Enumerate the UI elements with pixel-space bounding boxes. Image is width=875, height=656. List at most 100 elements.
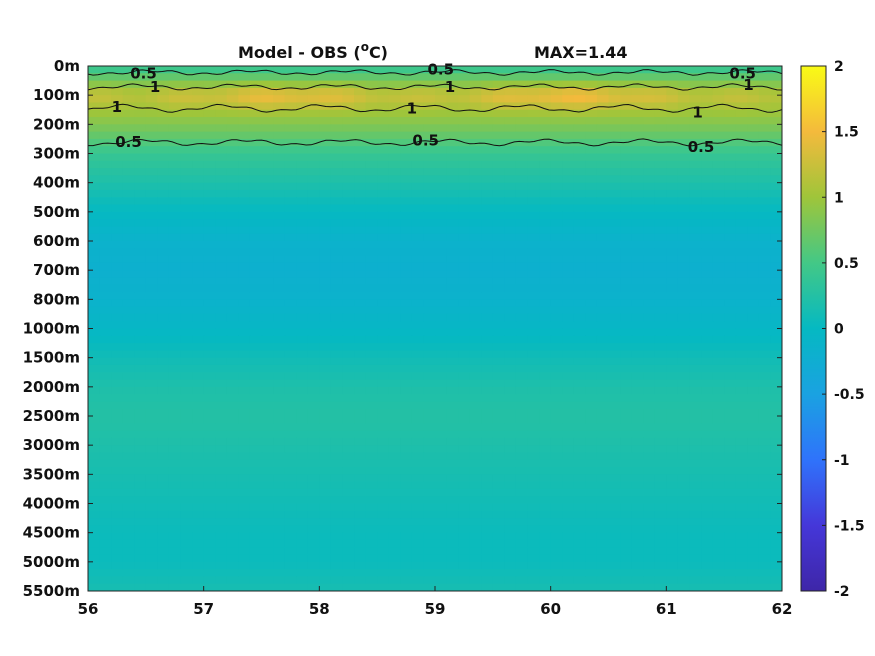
heatmap-cell (342, 197, 355, 206)
heatmap-cell (735, 430, 748, 439)
heatmap-cell (365, 350, 378, 359)
heatmap-cell (342, 357, 355, 366)
heatmap-cell (88, 357, 101, 366)
heatmap-cell (701, 204, 714, 213)
heatmap-cell (192, 547, 205, 556)
heatmap-cell (724, 204, 737, 213)
heatmap-cell (504, 459, 517, 468)
heatmap-cell (192, 539, 205, 548)
heatmap-cell (284, 73, 297, 82)
heatmap-cell (261, 547, 274, 556)
heatmap-cell (504, 408, 517, 417)
heatmap-cell (330, 467, 344, 475)
heatmap-cell (758, 547, 772, 556)
heatmap-cell (249, 328, 263, 337)
heatmap-cell (701, 160, 714, 169)
heatmap-cell (180, 306, 193, 315)
heatmap-cell (365, 160, 378, 169)
heatmap-cell (134, 488, 147, 497)
heatmap-cell (596, 153, 610, 162)
heatmap-cell (180, 248, 193, 257)
heatmap-cell (469, 197, 482, 206)
heatmap-cell (88, 321, 101, 330)
heatmap-cell (654, 408, 667, 417)
heatmap-cell (666, 109, 679, 118)
heatmap-cell (770, 87, 782, 96)
heatmap-cell (573, 153, 586, 162)
heatmap-cell (122, 401, 135, 410)
heatmap-cell (677, 445, 691, 454)
heatmap-cell (515, 335, 529, 344)
heatmap-cell (365, 583, 378, 591)
heatmap-cell (354, 569, 367, 578)
heatmap-cell (145, 539, 158, 548)
heatmap-cell (446, 518, 459, 526)
heatmap-cell (111, 554, 124, 563)
heatmap-cell (226, 284, 239, 293)
heatmap-cell (481, 175, 494, 184)
heatmap-cell (492, 66, 505, 74)
heatmap-cell (365, 153, 378, 162)
heatmap-cell (215, 80, 228, 89)
heatmap-cell (481, 189, 494, 198)
heatmap-cell (122, 335, 135, 344)
heatmap-cell (249, 350, 263, 359)
heatmap-cell (423, 204, 436, 213)
heatmap-cell (88, 306, 101, 315)
heatmap-cell (342, 73, 355, 82)
heatmap-cell (515, 532, 529, 541)
heatmap-cell (411, 459, 425, 468)
heatmap-cell (330, 255, 344, 264)
heatmap-cell (677, 117, 691, 125)
heatmap-cell (365, 518, 378, 526)
heatmap-cell (573, 452, 586, 461)
heatmap-cell (701, 270, 714, 279)
heatmap-cell (88, 284, 101, 293)
heatmap-cell (504, 394, 517, 403)
heatmap-cell (180, 394, 193, 403)
heatmap-cell (504, 474, 517, 483)
heatmap-cell (400, 386, 413, 395)
heatmap-cell (550, 547, 563, 556)
y-tick-label: 500m (33, 203, 80, 221)
heatmap-cell (203, 357, 216, 366)
heatmap-cell (319, 182, 332, 191)
heatmap-cell (539, 364, 552, 373)
heatmap-cell (261, 518, 274, 526)
heatmap-cell (157, 488, 170, 497)
heatmap-cell (539, 335, 552, 344)
heatmap-cell (215, 408, 228, 417)
heatmap-cell (388, 211, 401, 220)
heatmap-cell (157, 583, 170, 591)
heatmap-cell (585, 299, 598, 308)
heatmap-cell (712, 343, 725, 351)
heatmap-cell (724, 430, 737, 439)
heatmap-cell (168, 270, 182, 279)
heatmap-cell (342, 204, 355, 213)
heatmap-cell (689, 423, 702, 432)
heatmap-cell (319, 313, 332, 322)
heatmap-cell (261, 153, 274, 162)
heatmap-cell (735, 532, 748, 541)
heatmap-cell (192, 131, 205, 140)
heatmap-cell (481, 423, 494, 432)
heatmap-cell (122, 518, 135, 526)
heatmap-cell (377, 102, 390, 111)
heatmap-cell (758, 284, 772, 293)
heatmap-cell (192, 175, 205, 184)
heatmap-cell (435, 576, 448, 585)
heatmap-cell (562, 95, 575, 104)
heatmap-cell (122, 66, 135, 74)
heatmap-cell (226, 219, 239, 228)
heatmap-cell (435, 525, 448, 534)
heatmap-cell (411, 146, 425, 155)
heatmap-cell (515, 124, 529, 133)
heatmap-cell (573, 117, 586, 125)
heatmap-cell (307, 576, 320, 585)
heatmap-cell (273, 292, 286, 300)
heatmap-cell (515, 160, 529, 169)
heatmap-cell (469, 204, 482, 213)
heatmap-cell (365, 386, 378, 395)
heatmap-cell (539, 547, 552, 556)
heatmap-cell (365, 292, 378, 300)
